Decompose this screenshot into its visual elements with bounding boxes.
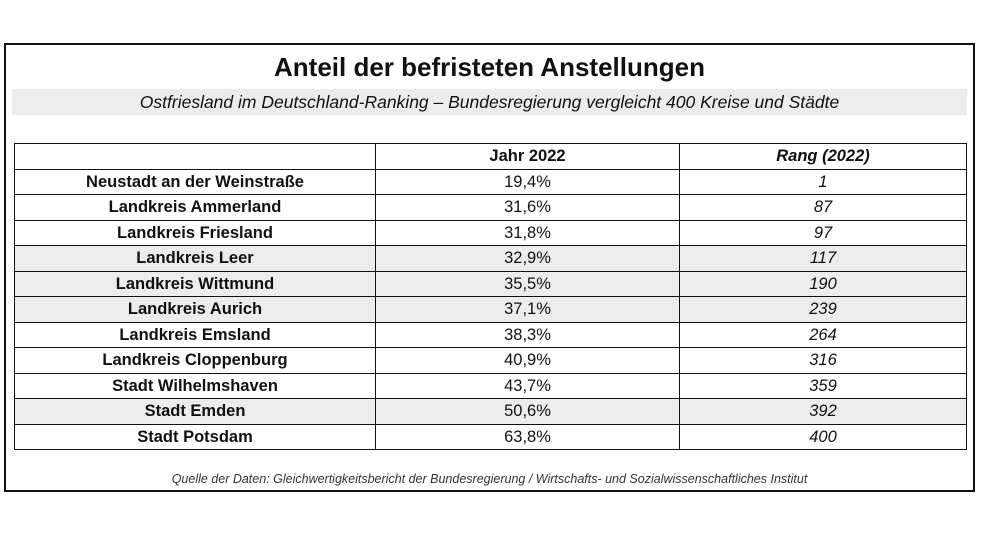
- row-value: 63,8%: [375, 423, 680, 450]
- row-value: 43,7%: [375, 372, 680, 399]
- table-row: Stadt Wilhelmshaven 43,7% 359: [14, 372, 967, 399]
- table-row: Landkreis Wittmund 35,5% 190: [14, 270, 967, 297]
- row-rank: 392: [679, 398, 967, 425]
- row-name: Landkreis Friesland: [14, 219, 376, 246]
- header-rank: Rang (2022): [679, 143, 967, 170]
- table-row: Landkreis Aurich 37,1% 239: [14, 296, 967, 323]
- row-rank: 359: [679, 372, 967, 399]
- table-row: Neustadt an der Weinstraße 19,4% 1: [14, 168, 967, 195]
- row-value: 32,9%: [375, 245, 680, 272]
- row-rank: 190: [679, 270, 967, 297]
- row-name: Landkreis Ammerland: [14, 194, 376, 221]
- row-name: Stadt Emden: [14, 398, 376, 425]
- row-name: Landkreis Leer: [14, 245, 376, 272]
- table-row: Stadt Emden 50,6% 392: [14, 398, 967, 425]
- table-frame: Anteil der befristeten Anstellungen Ostf…: [4, 43, 975, 492]
- page-title: Anteil der befristeten Anstellungen: [274, 52, 705, 82]
- table-header-row: Jahr 2022 Rang (2022): [14, 143, 967, 170]
- row-rank: 264: [679, 321, 967, 348]
- row-rank: 239: [679, 296, 967, 323]
- row-value: 19,4%: [375, 168, 680, 195]
- page-subtitle: Ostfriesland im Deutschland-Ranking – Bu…: [12, 89, 967, 115]
- header-year: Jahr 2022: [375, 143, 680, 170]
- row-name: Landkreis Aurich: [14, 296, 376, 323]
- row-rank: 97: [679, 219, 967, 246]
- row-value: 35,5%: [375, 270, 680, 297]
- row-rank: 400: [679, 423, 967, 450]
- row-value: 50,6%: [375, 398, 680, 425]
- row-rank: 87: [679, 194, 967, 221]
- row-value: 31,6%: [375, 194, 680, 221]
- row-value: 40,9%: [375, 347, 680, 374]
- row-rank: 117: [679, 245, 967, 272]
- row-rank: 316: [679, 347, 967, 374]
- row-name: Stadt Potsdam: [14, 423, 376, 450]
- row-rank: 1: [679, 168, 967, 195]
- row-name: Landkreis Wittmund: [14, 270, 376, 297]
- row-value: 38,3%: [375, 321, 680, 348]
- row-value: 31,8%: [375, 219, 680, 246]
- table-row: Landkreis Friesland 31,8% 97: [14, 219, 967, 246]
- row-name: Neustadt an der Weinstraße: [14, 168, 376, 195]
- table-row: Landkreis Cloppenburg 40,9% 316: [14, 347, 967, 374]
- row-name: Landkreis Emsland: [14, 321, 376, 348]
- table-row: Landkreis Leer 32,9% 117: [14, 245, 967, 272]
- row-name: Landkreis Cloppenburg: [14, 347, 376, 374]
- source-note: Quelle der Daten: Gleichwertigkeitsberic…: [171, 472, 808, 486]
- table-row: Stadt Potsdam 63,8% 400: [14, 423, 967, 450]
- table-row: Landkreis Ammerland 31,6% 87: [14, 194, 967, 221]
- header-name: [14, 143, 376, 170]
- ranking-table: Jahr 2022 Rang (2022) Neustadt an der We…: [14, 143, 967, 450]
- row-name: Stadt Wilhelmshaven: [14, 372, 376, 399]
- row-value: 37,1%: [375, 296, 680, 323]
- table-row: Landkreis Emsland 38,3% 264: [14, 321, 967, 348]
